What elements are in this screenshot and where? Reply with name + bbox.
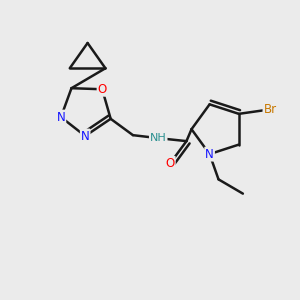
Text: Br: Br [263, 103, 277, 116]
Text: O: O [166, 157, 175, 170]
Text: NH: NH [150, 133, 166, 143]
Text: N: N [81, 130, 90, 142]
Text: O: O [98, 83, 107, 96]
Text: N: N [57, 111, 65, 124]
Text: N: N [205, 148, 214, 160]
